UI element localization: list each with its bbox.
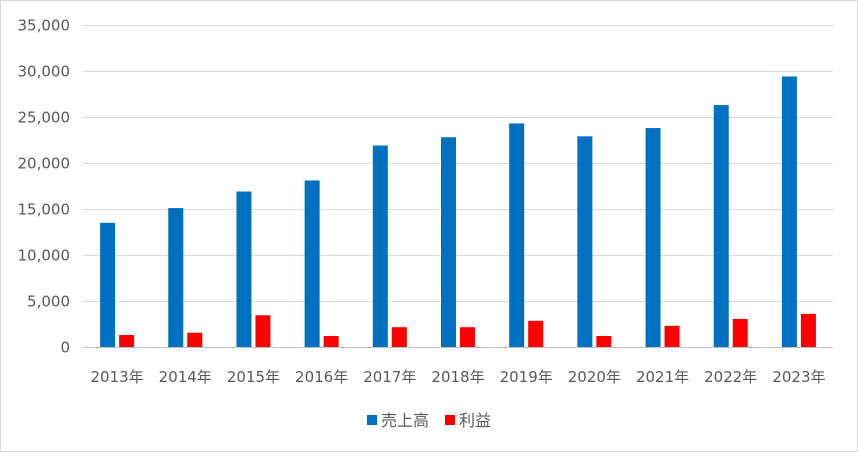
bar-sales xyxy=(509,123,525,347)
bar-profit xyxy=(323,335,339,347)
gridlines xyxy=(83,25,833,348)
bar-sales xyxy=(781,76,797,348)
x-tick-label: 2016年 xyxy=(295,368,348,386)
bar-profit xyxy=(255,315,271,347)
y-axis-tick-labels: 0 5,000 10,000 15,000 20,000 25,000 30,000 35,0… xyxy=(18,17,71,357)
bar-sales xyxy=(577,136,593,347)
y-tick-label: 25,000 xyxy=(18,109,71,127)
x-tick-label: 2021年 xyxy=(636,368,689,386)
y-tick-label: 0 xyxy=(60,339,70,357)
x-tick-label: 2020年 xyxy=(568,368,621,386)
bar-profit xyxy=(596,335,612,347)
bar-profit xyxy=(119,335,135,347)
x-axis-tick-labels: 2013年 2014年 2015年 2016年 2017年 2018年 2019年 2020年… xyxy=(90,368,825,386)
x-tick-label: 2015年 xyxy=(227,368,280,386)
x-tick-label: 2018年 xyxy=(431,368,484,386)
bar-sales xyxy=(100,222,116,347)
legend-swatch xyxy=(367,415,377,425)
x-tick-label: 2019年 xyxy=(500,368,553,386)
bar-sales xyxy=(372,145,388,347)
y-tick-label: 10,000 xyxy=(18,247,71,265)
bar-profit xyxy=(528,320,544,347)
bar-sales xyxy=(304,180,320,347)
bar-sales xyxy=(713,105,729,347)
y-tick-label: 30,000 xyxy=(18,63,71,81)
bar-sales xyxy=(236,191,252,347)
bars xyxy=(100,76,816,348)
x-tick-label: 2022年 xyxy=(704,368,757,386)
y-tick-label: 20,000 xyxy=(18,155,71,173)
x-tick-label: 2023年 xyxy=(772,368,825,386)
bar-sales xyxy=(645,128,661,347)
x-tick-label: 2017年 xyxy=(363,368,416,386)
legend-swatch xyxy=(445,415,455,425)
legend: 売上高 利益 xyxy=(367,411,491,430)
bar-profit xyxy=(460,327,475,347)
bar-profit xyxy=(732,318,748,347)
bar-sales xyxy=(441,137,456,347)
bar-sales xyxy=(168,208,184,347)
bar-profit xyxy=(187,332,203,347)
y-tick-label: 5,000 xyxy=(27,293,70,311)
bar-profit xyxy=(391,327,407,347)
y-tick-label: 15,000 xyxy=(18,201,71,219)
y-tick-label: 35,000 xyxy=(18,17,71,35)
legend-label: 利益 xyxy=(459,411,491,430)
bar-profit xyxy=(664,325,680,347)
legend-label: 売上高 xyxy=(381,411,429,430)
x-tick-label: 2013年 xyxy=(90,368,143,386)
x-tick-label: 2014年 xyxy=(159,368,212,386)
bar-profit xyxy=(800,313,816,347)
